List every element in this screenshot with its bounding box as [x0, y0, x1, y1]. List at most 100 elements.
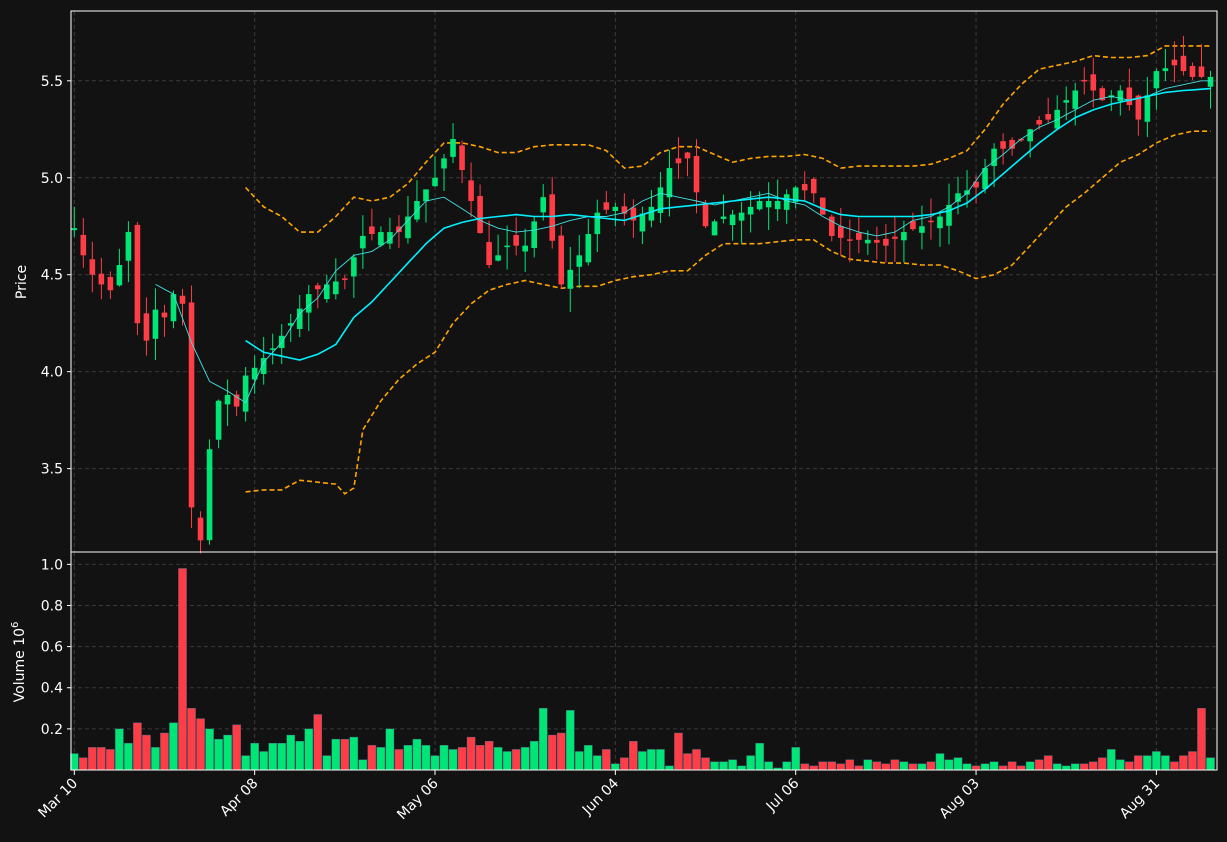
candle — [71, 206, 78, 237]
volume-axis-label-exponent: 6 — [10, 622, 21, 628]
volume-bar — [1043, 755, 1053, 771]
candle-body — [351, 257, 357, 277]
volume-bar — [665, 765, 674, 771]
volume-bar — [872, 761, 882, 771]
candle — [819, 197, 826, 215]
candle-body — [964, 190, 970, 195]
candle — [531, 215, 537, 258]
volume-bar — [331, 738, 341, 771]
candle — [1081, 67, 1088, 95]
volume-bar — [97, 747, 106, 771]
volume-bar — [890, 759, 900, 771]
volume-axis: 0.2 0.4 0.6 0.8 1.0 — [41, 557, 71, 738]
candle — [630, 199, 637, 238]
volume-bar — [79, 757, 88, 771]
candle — [513, 217, 519, 256]
candle-body — [459, 145, 465, 171]
candle — [747, 191, 754, 233]
volume-bar — [1052, 763, 1062, 771]
candle-body — [1000, 141, 1006, 149]
volume-bar — [547, 734, 557, 771]
candle — [1000, 133, 1006, 165]
volume-bar — [962, 763, 972, 771]
volume-bar — [520, 747, 530, 771]
candle-body — [919, 226, 925, 233]
candle-body — [675, 158, 682, 164]
volume-bar — [620, 757, 629, 771]
volume-bar — [800, 763, 809, 771]
candle-body — [928, 220, 934, 223]
volume-bar — [241, 755, 250, 771]
candle-body — [504, 245, 510, 248]
candle — [251, 355, 258, 394]
volume-bar — [484, 741, 494, 771]
volume-bar — [106, 749, 115, 771]
candle-body — [973, 181, 979, 188]
slow-moving-average-line — [245, 87, 1211, 361]
volume-bar — [692, 749, 701, 771]
candle-body — [522, 245, 528, 252]
volume-bar — [214, 738, 223, 771]
volume-bar — [1079, 763, 1089, 771]
volume-bar — [457, 747, 467, 771]
candle — [486, 220, 492, 269]
candle — [269, 333, 276, 365]
candle-body — [837, 226, 844, 238]
candle-body — [342, 278, 348, 280]
volume-bar — [845, 759, 855, 771]
price-tick-label: 4.5 — [41, 268, 63, 284]
volume-bar — [259, 751, 268, 771]
price-tick-label: 3.5 — [41, 462, 63, 478]
volume-bar — [160, 732, 169, 771]
candle-body — [783, 194, 790, 210]
candle-body — [720, 216, 727, 219]
candle-body — [910, 220, 916, 230]
candle — [1144, 76, 1151, 138]
volume-bar — [493, 747, 503, 771]
candle-body — [711, 221, 718, 236]
volume-bar — [277, 743, 286, 771]
volume-bar — [358, 759, 368, 771]
candle — [224, 379, 231, 426]
volume-bar — [647, 749, 656, 771]
candle-body — [1036, 120, 1042, 125]
candle-body — [188, 302, 195, 508]
candle — [576, 235, 583, 289]
candle-body — [1180, 55, 1187, 72]
candle — [98, 257, 105, 300]
volume-bar — [638, 751, 647, 771]
candle-body — [756, 201, 763, 210]
candle-body — [856, 232, 862, 240]
candle — [801, 171, 808, 202]
candle-body — [468, 180, 474, 202]
candles — [71, 35, 1214, 554]
volume-bar — [593, 755, 602, 771]
candle — [215, 399, 222, 449]
candle-body — [991, 148, 997, 166]
candle — [946, 183, 952, 245]
candle — [170, 290, 177, 329]
candle — [828, 214, 835, 242]
candle-body — [206, 449, 213, 541]
candle-body — [360, 235, 366, 249]
candle-body — [269, 348, 276, 350]
candle — [901, 220, 907, 263]
volume-bar — [295, 741, 304, 771]
candle-body — [1207, 76, 1214, 87]
volume-bar — [1089, 761, 1098, 771]
candle — [296, 294, 303, 338]
candle — [468, 162, 474, 218]
candle — [729, 209, 736, 241]
volume-bar — [1206, 757, 1215, 771]
candle — [666, 150, 673, 217]
candle — [522, 228, 528, 273]
candle-body — [1099, 88, 1106, 101]
candle-body — [657, 187, 664, 213]
candle-body — [1018, 138, 1024, 141]
candle-body — [747, 206, 754, 215]
candle-body — [260, 358, 267, 374]
candle — [360, 215, 366, 269]
candle — [711, 219, 718, 236]
candle — [206, 439, 213, 545]
